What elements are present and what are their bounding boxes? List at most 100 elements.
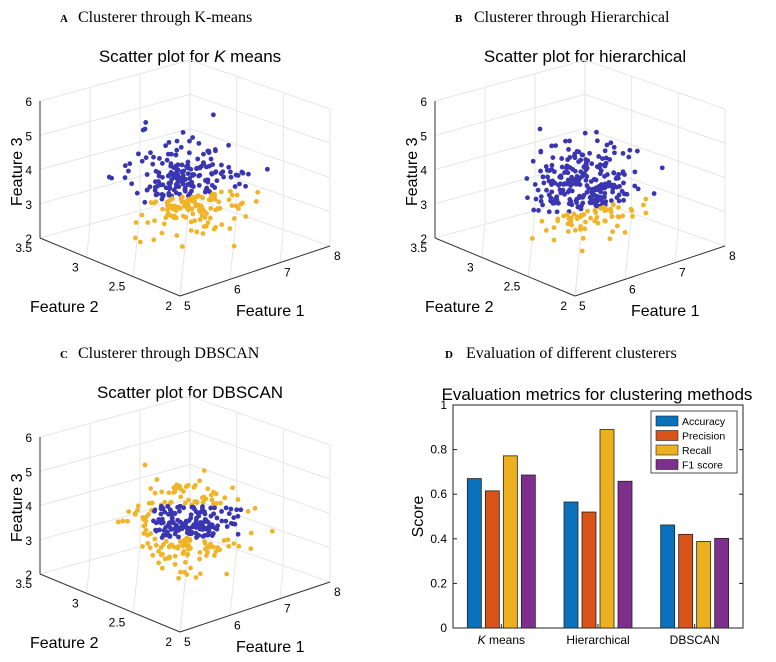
scatter-point: [158, 182, 164, 188]
scatter-point: [604, 142, 610, 148]
scatter-point: [166, 180, 172, 186]
scatter-point: [616, 205, 621, 210]
scatter-point: [165, 207, 170, 213]
scatter-point: [159, 161, 165, 166]
scatter-point: [171, 490, 177, 495]
scatter-point: [180, 173, 186, 178]
scatter-point: [530, 158, 536, 164]
scatter-point: [166, 490, 172, 496]
scatter-point: [629, 208, 635, 213]
scatter-point: [227, 189, 233, 194]
scatter-point: [132, 235, 138, 241]
scatter-point: [210, 544, 216, 550]
scatter-point: [269, 528, 275, 534]
y-tick-label: 3: [72, 260, 79, 274]
scatter-point: [172, 531, 178, 537]
scatter-point: [159, 535, 165, 540]
scatter-point: [551, 237, 557, 243]
scatter-point: [245, 509, 251, 514]
scatter-point: [578, 226, 583, 232]
legend-swatch: [655, 444, 679, 456]
z-tick-label: 4: [25, 500, 32, 514]
scatter-point: [549, 143, 555, 149]
scatter-point: [610, 229, 616, 235]
scatter-point: [208, 505, 214, 511]
scatter-point: [612, 150, 617, 156]
scatter-point: [136, 151, 141, 157]
scatter-point: [216, 199, 222, 205]
scatter-point: [167, 186, 172, 192]
scatter-point: [152, 179, 158, 185]
scatter-point: [549, 182, 554, 187]
scatter-point: [148, 486, 154, 491]
scatter-point: [213, 491, 219, 497]
scatter-point: [196, 173, 202, 179]
scatter-point: [238, 201, 244, 207]
y-tick-label: 2.5: [504, 280, 521, 294]
scatter-point: [140, 544, 145, 549]
scatter-point: [630, 213, 635, 219]
scatter-point: [152, 508, 157, 514]
y-tick-label: 0.8: [430, 443, 447, 457]
scatter-point: [224, 571, 230, 577]
scatter-point: [158, 511, 164, 517]
scatter-point: [197, 209, 203, 214]
scatter-point: [156, 548, 162, 554]
scatter-point: [174, 147, 180, 153]
scatter-point: [607, 236, 613, 242]
scatter-point: [211, 553, 217, 558]
scatter-point: [569, 202, 575, 208]
bar: [502, 455, 518, 629]
scatter-point: [168, 527, 174, 532]
scatter-point: [208, 156, 214, 162]
scatter-point: [543, 228, 549, 233]
scatter-point: [204, 211, 209, 216]
scatter-point: [153, 528, 159, 534]
scatter-point: [193, 525, 199, 530]
scatter-point: [153, 520, 159, 526]
scatter-point: [135, 503, 141, 509]
scatter-points: [115, 462, 275, 581]
scatter-point: [213, 148, 218, 154]
scatter-point: [613, 176, 619, 181]
scatter-point: [632, 169, 638, 175]
scatter-point: [213, 549, 219, 554]
scatter-point: [213, 501, 219, 507]
scatter-point: [525, 195, 530, 201]
scatter-point: [565, 229, 571, 234]
y-tick-label: 0: [440, 621, 447, 635]
scatter-point: [565, 170, 571, 176]
scatter-point: [264, 166, 270, 172]
scatter-point: [614, 195, 620, 200]
scatter-point: [559, 156, 565, 161]
scatter-point: [178, 569, 183, 575]
scatter-point: [229, 192, 235, 198]
scatter-point: [209, 497, 215, 503]
bar: [678, 533, 694, 629]
scatter-point: [223, 505, 229, 511]
panel-a-title: Clusterer through K-means: [78, 9, 252, 26]
scatter-point: [120, 518, 126, 524]
scatter-point: [231, 216, 237, 221]
scatter-point: [195, 156, 201, 162]
scatter-point: [565, 157, 571, 163]
scatter-title: Scatter plot for hierarchical: [484, 47, 686, 66]
scatter-point: [556, 182, 562, 188]
scatter-point: [190, 211, 196, 217]
scatter-point: [153, 192, 159, 198]
scatter-point: [212, 505, 217, 511]
scatter-point: [179, 169, 185, 175]
scatter-point: [234, 507, 240, 513]
axes: [39, 101, 331, 297]
scatter-point: [583, 167, 589, 173]
scatter-point: [185, 171, 191, 177]
scatter-point: [158, 545, 164, 550]
z-tick-label: 3: [25, 198, 32, 212]
x-axis-label: Feature 1: [631, 303, 700, 320]
scatter-point: [545, 174, 550, 180]
scatter-point: [236, 206, 241, 211]
panel-c-title: Clusterer through DBSCAN: [78, 345, 260, 362]
scatter-point: [218, 189, 224, 195]
